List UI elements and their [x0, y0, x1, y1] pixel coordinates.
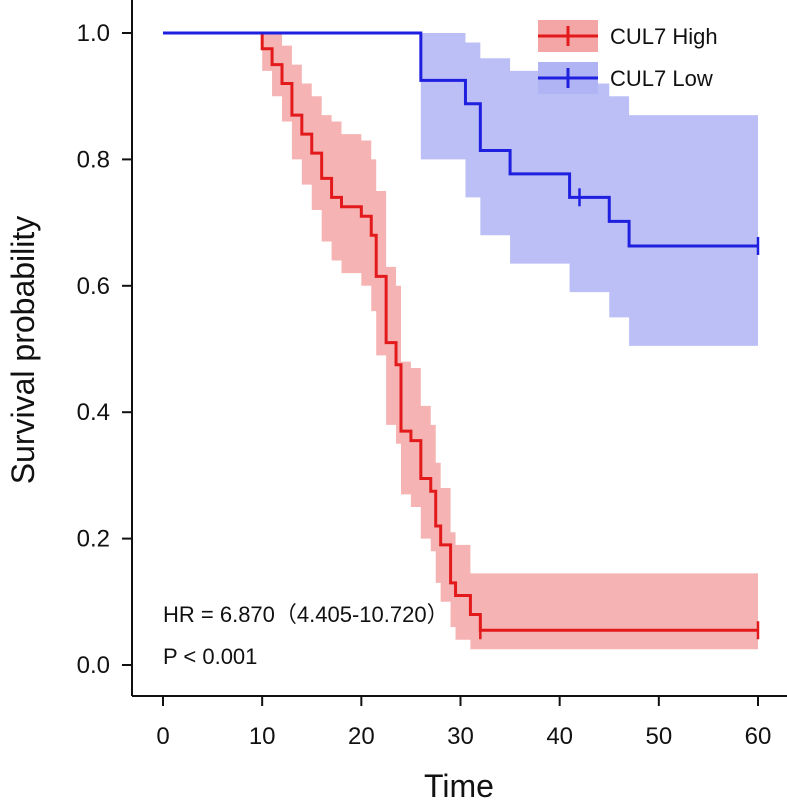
cul7-low-confidence-band: [163, 33, 758, 346]
x-tick-label: 10: [249, 723, 276, 750]
censor-marks: [479, 188, 760, 640]
legend: CUL7 High CUL7 Low: [538, 20, 718, 94]
y-tick-label: 1.0: [77, 20, 110, 47]
y-axis-ticks: 0.0 0.2 0.4 0.6 0.8 1.0: [77, 20, 132, 679]
cul7-high-survival-curve: [163, 31, 758, 632]
y-tick-label: 0.8: [77, 146, 110, 173]
x-tick-label: 0: [156, 723, 169, 750]
y-tick-label: 0.2: [77, 526, 110, 553]
x-tick-label: 30: [447, 723, 474, 750]
y-tick-label: 0.4: [77, 399, 110, 426]
x-tick-label: 20: [348, 723, 375, 750]
cul7-high-confidence-band: [163, 33, 758, 650]
x-tick-label: 60: [745, 723, 772, 750]
legend-label-cul7-high: CUL7 High: [610, 24, 718, 49]
x-axis-ticks: 0 10 20 30 40 50 60: [156, 696, 771, 750]
y-tick-label: 0.6: [77, 273, 110, 300]
x-tick-label: 50: [645, 723, 672, 750]
legend-label-cul7-low: CUL7 Low: [610, 66, 713, 91]
p-value-annotation: P < 0.001: [163, 644, 257, 669]
y-tick-label: 0.0: [77, 652, 110, 679]
y-axis-title: Survival probability: [5, 216, 41, 485]
x-axis-title: Time: [424, 768, 494, 804]
x-tick-label: 40: [546, 723, 573, 750]
hazard-ratio-annotation: HR = 6.870（4.405-10.720）: [163, 602, 449, 627]
cul7-low-survival-curve: [163, 31, 758, 248]
